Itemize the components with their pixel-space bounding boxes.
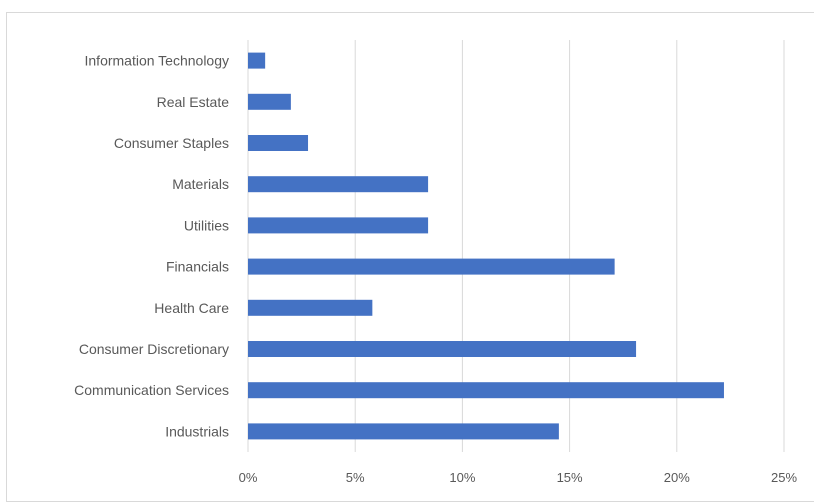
x-axis-tick-labels: 0% 5% 10% 15% 20% 25% [239, 470, 798, 485]
x-tick-label: 10% [449, 470, 475, 485]
bars [248, 52, 724, 440]
category-label: Industrials [165, 423, 229, 439]
bar [248, 217, 429, 234]
x-tick-label: 0% [239, 470, 258, 485]
x-tick-label: 25% [771, 470, 797, 485]
category-label: Information Technology [85, 53, 230, 69]
category-label: Consumer Discretionary [79, 341, 229, 357]
bar [248, 382, 724, 399]
category-label: Financials [166, 259, 229, 275]
bar [248, 341, 637, 357]
bar [248, 93, 291, 110]
category-label: Real Estate [157, 94, 230, 110]
x-tick-label: 20% [664, 470, 690, 485]
bar [248, 52, 266, 69]
category-label: Utilities [184, 217, 229, 233]
bar [248, 176, 429, 193]
bar [248, 258, 615, 275]
category-label: Health Care [154, 300, 229, 316]
category-labels: Information Technology Real Estate Consume… [74, 53, 229, 440]
category-label: Communication Services [74, 382, 229, 398]
bar [248, 299, 373, 316]
category-label: Materials [172, 176, 229, 192]
x-tick-label: 5% [346, 470, 365, 485]
category-label: Consumer Staples [114, 135, 229, 151]
x-tick-label: 15% [557, 470, 583, 485]
bar [248, 135, 309, 151]
bar [248, 423, 559, 440]
